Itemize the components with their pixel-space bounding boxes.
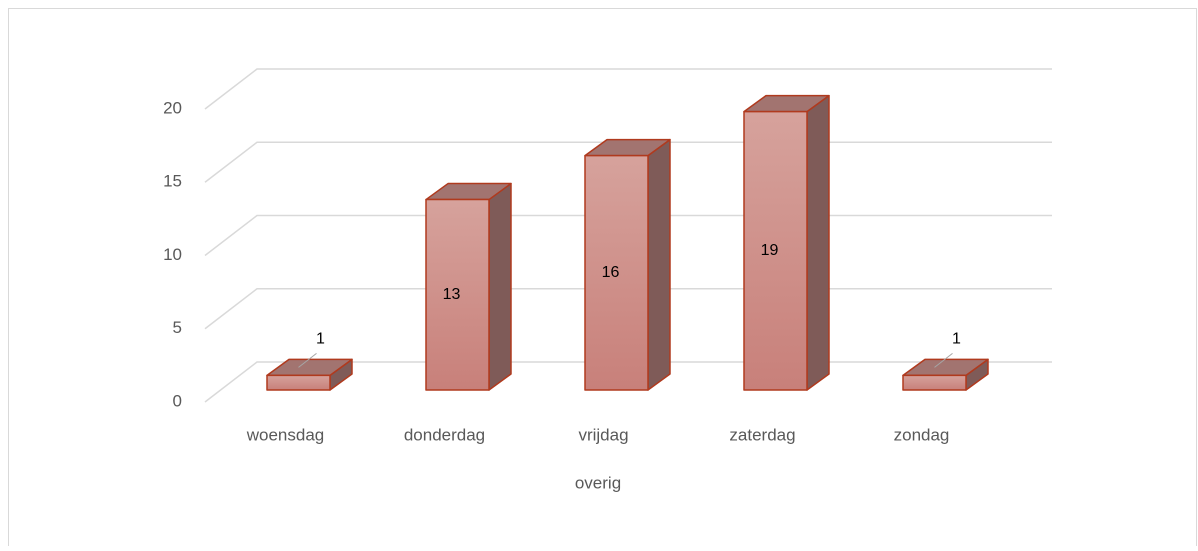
- bar: [266, 358, 353, 391]
- x-tick-label: vrijdag: [578, 425, 628, 444]
- bar: [902, 358, 989, 391]
- value-label: 1: [316, 331, 325, 348]
- leader-line: [934, 352, 953, 368]
- bar-front: [425, 198, 490, 391]
- y-tick-label: 0: [173, 391, 182, 410]
- x-tick-label: zaterdag: [729, 425, 795, 444]
- x-axis-label: overig: [575, 473, 621, 492]
- value-label: 13: [443, 286, 461, 303]
- bar-front: [266, 374, 331, 391]
- bar-front: [902, 374, 967, 391]
- bar-front: [584, 154, 649, 391]
- x-tick-label: donderdag: [404, 425, 485, 444]
- y-tick-label: 5: [173, 318, 182, 337]
- grid-line: [204, 68, 1052, 110]
- bar: [743, 94, 830, 391]
- x-tick-label: zondag: [894, 425, 950, 444]
- bar-side: [647, 138, 671, 391]
- y-tick-label: 20: [163, 98, 182, 117]
- value-label: 19: [761, 242, 779, 259]
- bar-side: [806, 94, 830, 391]
- leader-line: [298, 352, 317, 368]
- y-tick-label: 15: [163, 172, 182, 191]
- bar-front: [743, 110, 808, 391]
- x-tick-label: woensdag: [246, 425, 325, 444]
- value-label: 16: [602, 264, 620, 281]
- value-label: 1: [952, 331, 961, 348]
- bar-side: [488, 182, 512, 391]
- bar: [425, 182, 512, 391]
- chart-border: [8, 8, 1197, 551]
- y-tick-label: 10: [163, 245, 182, 264]
- bar: [584, 138, 671, 391]
